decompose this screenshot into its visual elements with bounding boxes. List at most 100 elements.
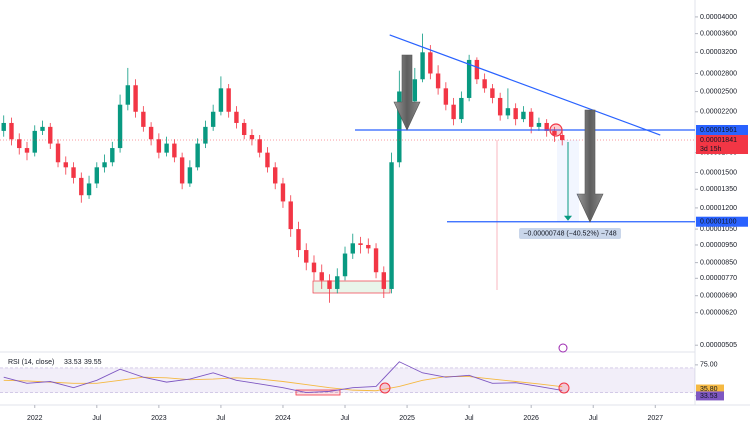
candle-body (335, 276, 340, 289)
candle-body (156, 139, 162, 153)
candle-body (179, 157, 185, 184)
candle-body (172, 143, 177, 158)
candle-body (474, 59, 480, 80)
y-tick-label: 0.00001500 (700, 169, 737, 176)
candle-body (397, 91, 402, 163)
candle-body (55, 143, 61, 163)
candle-body (389, 162, 394, 289)
candle-body (40, 126, 45, 131)
y-tick-label: 0.00000950 (700, 242, 737, 249)
candle-body (17, 139, 22, 149)
candle-body (296, 229, 301, 251)
trendline (389, 34, 661, 136)
range-box (312, 280, 391, 294)
candle-body (482, 79, 487, 89)
rsi-pane (0, 361, 698, 397)
x-tick-label: Jul (465, 415, 474, 422)
candle-body (552, 130, 557, 136)
candle-body (288, 201, 293, 230)
rsi-tick-label: 75.00 (700, 362, 718, 369)
y-tick-label: 0.00003200 (700, 49, 737, 56)
y-tick-label: 0.00002200 (700, 109, 737, 116)
candle-body (513, 108, 518, 120)
candle-body (420, 52, 425, 80)
y-tick-label: 0.00000505 (700, 342, 737, 349)
y-tick-label: 0.00001200 (700, 205, 737, 212)
candle-body (327, 280, 332, 289)
candle-body (226, 88, 231, 112)
y-tick-label: 0.00000770 (700, 275, 737, 282)
candle-body (373, 248, 379, 273)
candle-body (560, 135, 565, 141)
rsi-axis-label: 35.80 (700, 386, 718, 393)
rsi-last-label: 33.53 (700, 393, 718, 400)
candle-body (342, 253, 348, 277)
candle-body (443, 88, 449, 105)
candle-body (366, 244, 371, 249)
rsi-axis-box (696, 384, 724, 394)
y-tick-label: 0.00000690 (700, 293, 737, 300)
rsi-last-box (696, 391, 724, 401)
candle-body (63, 162, 68, 168)
candle-body (528, 111, 534, 127)
alert-icon (558, 343, 568, 353)
rsi-ma-value: 39.55 (84, 359, 102, 366)
x-tick-label: 2027 (647, 415, 663, 422)
countdown-label: 3d 15h (700, 146, 722, 153)
candle-body (203, 126, 208, 144)
y-tick-label: 0.00002800 (700, 70, 737, 77)
rsi-title: RSI (14, close) (8, 359, 54, 366)
measure-label-box (519, 228, 621, 239)
candle-body (490, 88, 495, 98)
level-label-box (696, 124, 748, 135)
candle-body (459, 97, 464, 120)
candle-body (311, 262, 317, 273)
candle-body (241, 122, 247, 136)
down-arrow (393, 54, 421, 131)
candle-body (381, 272, 387, 289)
y-tick-label: 0.00001350 (700, 186, 737, 193)
rsi-value: 33.53 (64, 359, 82, 366)
candle-body (265, 152, 270, 168)
x-tick-label: 2025 (399, 415, 415, 422)
candle-body (71, 167, 76, 178)
rsi-highlight (379, 382, 391, 394)
y-tick-label: 0.00000620 (700, 310, 737, 317)
x-tick-label: Jul (589, 415, 598, 422)
x-tick-label: 2022 (27, 415, 43, 422)
candle-body (536, 122, 542, 127)
candle-body (86, 183, 92, 196)
candle-body (195, 143, 200, 168)
y-tick-label: 0.00002500 (700, 88, 737, 95)
candle-body (110, 148, 115, 163)
candle-body (466, 59, 472, 98)
last-price-label: 0.00001841 (700, 137, 737, 144)
candle-body (497, 97, 503, 116)
candle-body (505, 108, 511, 116)
measure-arrow-head (564, 215, 572, 221)
candle-body (304, 250, 309, 263)
rsi-line (3, 376, 563, 392)
level-label-box (696, 216, 748, 227)
candle-body (187, 167, 193, 184)
rsi-low-box (295, 389, 341, 396)
y-tick-label: 0.00004000 (700, 14, 737, 21)
candle-body (280, 183, 286, 202)
candle-body (257, 139, 262, 153)
candle-body (48, 126, 53, 144)
last-price-box (696, 135, 748, 155)
candle-body (521, 111, 526, 120)
y-tick-label: 0.00001050 (700, 226, 737, 233)
measure-label: −0.00000748 (−40.52%) −748 (523, 230, 616, 237)
candle-body (117, 104, 123, 149)
candle-body (9, 122, 14, 140)
candle-body (451, 104, 456, 120)
candle-body (24, 148, 30, 153)
candle-body (125, 85, 131, 105)
candle-body (249, 135, 255, 140)
candle-body (273, 167, 278, 184)
candle-body (164, 143, 169, 153)
down-arrow (576, 109, 604, 223)
